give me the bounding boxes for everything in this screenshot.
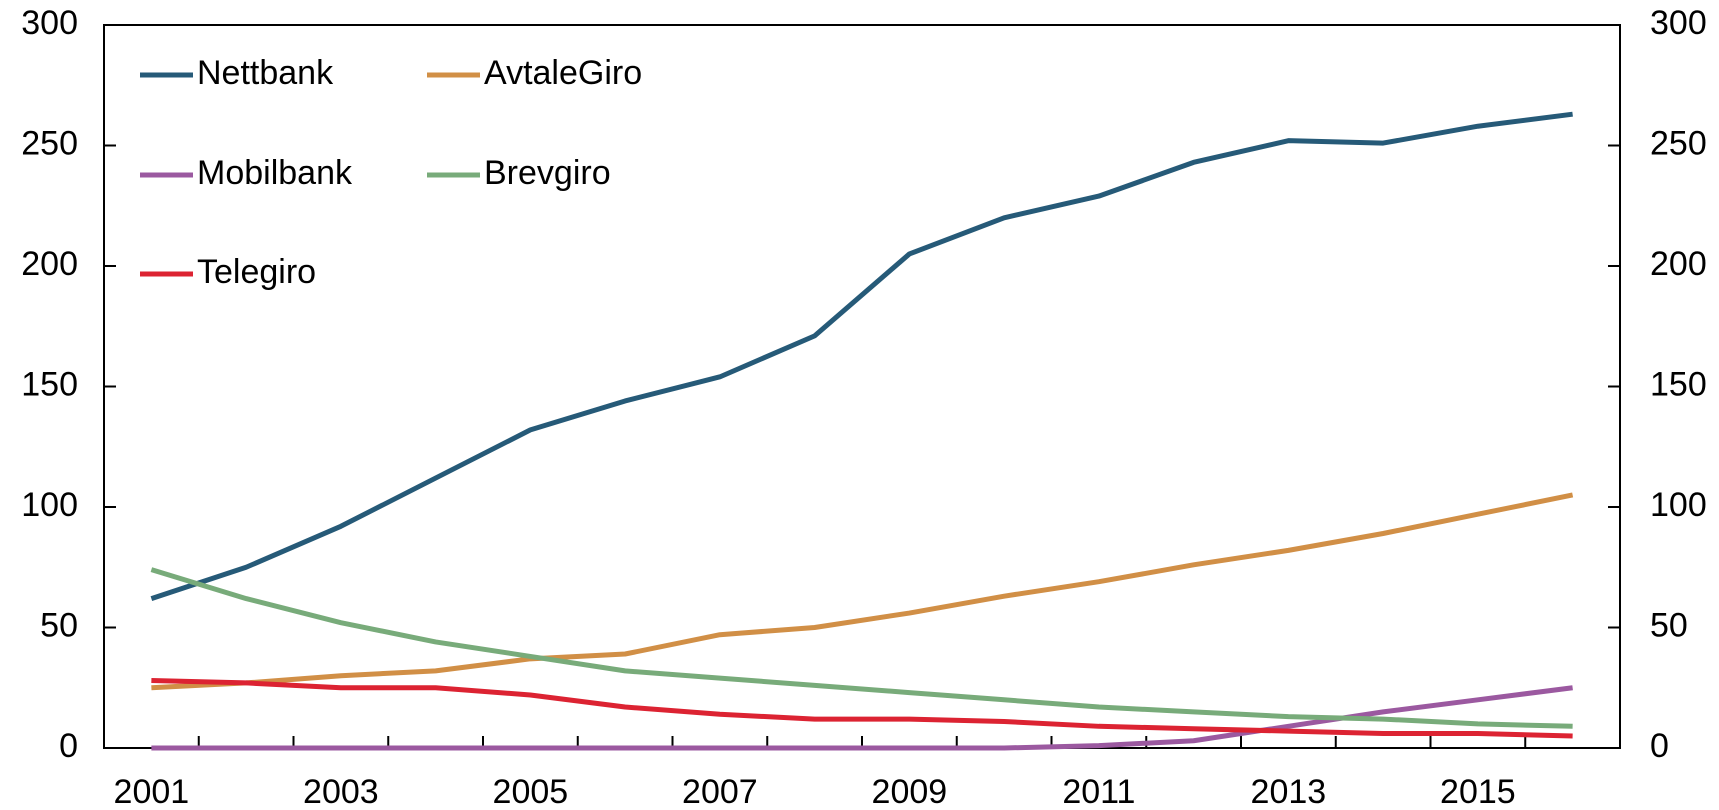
x-tick-label: 2005 bbox=[493, 773, 569, 810]
x-tick-label: 2013 bbox=[1251, 773, 1327, 810]
legend-label: Mobilbank bbox=[197, 154, 353, 192]
series-line bbox=[151, 678, 1573, 739]
x-tick-label: 2009 bbox=[872, 773, 948, 810]
y-tick-label: 200 bbox=[21, 245, 78, 283]
x-tick-label: 2007 bbox=[682, 773, 758, 810]
legend-label: AvtaleGiro bbox=[484, 54, 642, 92]
y-tick-label: 0 bbox=[59, 727, 78, 765]
series-line bbox=[151, 492, 1574, 691]
x-tick-label: 2001 bbox=[114, 773, 190, 810]
y2-tick-label: 50 bbox=[1650, 606, 1688, 644]
y2-tick-label: 0 bbox=[1650, 727, 1669, 765]
y2-tick-label: 300 bbox=[1650, 4, 1707, 42]
legend-label: Brevgiro bbox=[484, 154, 611, 192]
legend-label: Nettbank bbox=[197, 54, 334, 92]
y2-tick-label: 200 bbox=[1650, 245, 1707, 283]
y-tick-label: 150 bbox=[21, 365, 78, 403]
series-line bbox=[150, 111, 1573, 601]
y2-tick-label: 250 bbox=[1650, 124, 1707, 162]
y-tick-label: 300 bbox=[21, 4, 78, 42]
y-tick-label: 100 bbox=[21, 486, 78, 524]
plot-frame bbox=[103, 24, 1621, 749]
y2-tick-label: 150 bbox=[1650, 365, 1707, 403]
legend-label: Telegiro bbox=[197, 253, 316, 291]
y-tick-label: 50 bbox=[40, 606, 78, 644]
x-tick-label: 2015 bbox=[1440, 773, 1516, 810]
y-tick-label: 250 bbox=[21, 124, 78, 162]
series-line bbox=[150, 567, 1573, 729]
x-tick-label: 2011 bbox=[1062, 773, 1135, 810]
y2-tick-label: 100 bbox=[1650, 486, 1707, 524]
x-tick-label: 2003 bbox=[303, 773, 379, 810]
